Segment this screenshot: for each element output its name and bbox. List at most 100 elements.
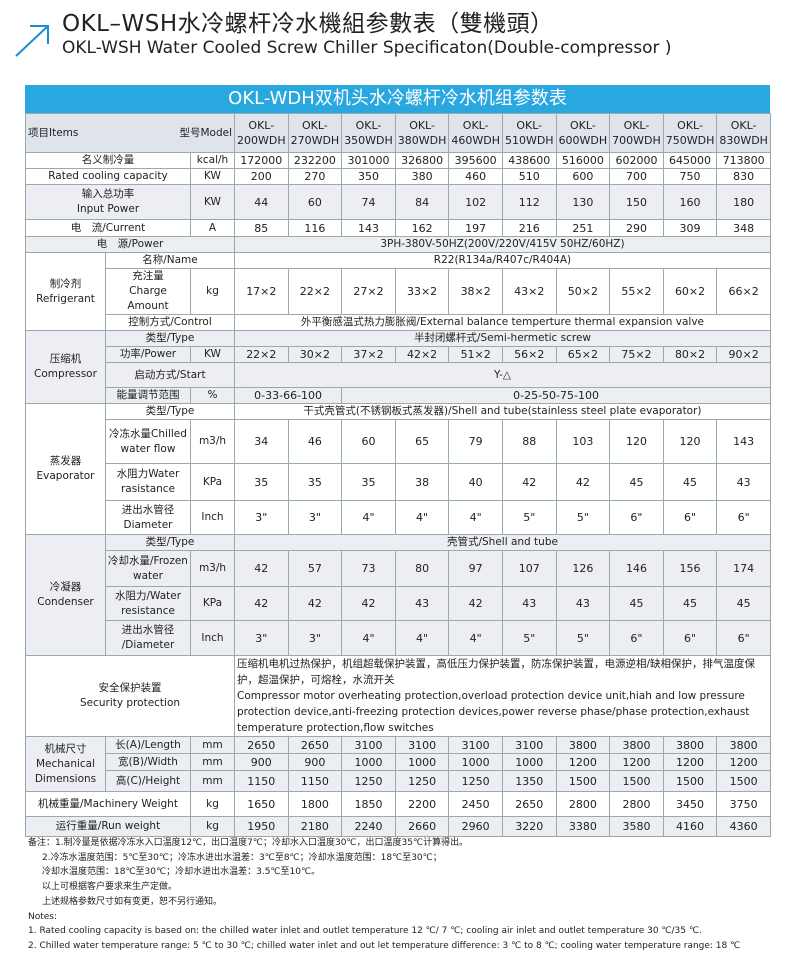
value-cell: 2650 [287,736,343,754]
value-cell: 130 [555,184,611,220]
value-cell: 45 [609,463,664,501]
model-name: OKL- 460WDH [448,113,503,153]
row-label: 冷却水量/Frozen water [105,550,191,587]
value-cell: 6" [609,620,664,656]
text-line: Security protection [79,697,181,709]
value-cell: 3580 [609,816,664,837]
value-cell: 35 [234,463,289,501]
value-cell: 60 [341,419,396,464]
row-label: 功率/Power [105,346,191,363]
value-cell: 3100 [341,736,396,754]
model-line: OKL- [248,119,275,132]
value-cell: 380 [394,168,450,185]
title-en: OKL-WSH Water Cooled Screw Chiller Speci… [62,38,672,58]
text-line: 进出水管径 [121,503,175,516]
value-cell: 120 [609,419,664,464]
value-cell: 180 [716,184,771,220]
text-line: 压缩机 [49,353,82,365]
value-cell: 1000 [501,753,557,771]
note-cn: 上述规格参数尺寸如有变更，恕不另行通知。 [42,896,223,907]
value-cell: 1250 [448,770,503,792]
value-cell: 3" [234,620,289,656]
value-cell: 2200 [394,791,450,817]
value-cell: 22×2 [287,268,343,315]
value-cell: 42 [555,463,611,501]
value-cell: 172000 [234,152,289,169]
note-cn: 冷却水温度范围：18℃至30℃；冷却水进出水温差：3.5℃至10℃。 [42,867,321,878]
row-label: 水阻力Water rasistance [105,463,191,501]
spec-table-wrap: OKL-WDH双机头水冷螺杆冷水机组参数表 项目Items 型号Model OKL-… [25,85,771,837]
table-row: 冷冻水量Chilled water flow m3/h 34 46 60 65 79 88 10… [26,419,771,464]
group-label: 蒸发器 Evaporator [25,403,106,535]
value-cell: 42 [234,550,289,587]
table-row: 控制方式/Control 外平衡感温式热力膨胀阀/External balance… [26,314,771,331]
model-line: 700WDH [612,134,661,147]
value-cell: 1200 [609,753,664,771]
value-cell: 6" [662,620,718,656]
value-cell: 4360 [716,816,771,837]
table-row: 压缩机 Compressor 类型/Type 半封闭螺杆式/Semi-hermetic… [25,330,771,404]
value-cell: 1200 [555,753,611,771]
value-cell: 3800 [716,736,771,754]
text-line: Mechanical [35,757,96,770]
value-cell: 79 [448,419,503,464]
value-cell: 42 [501,463,557,501]
value-cell: 348 [716,219,771,237]
value-cell: 1950 [234,816,289,837]
value-cell: 645000 [662,152,718,169]
range-cell: 0-25-50-75-100 [341,387,771,404]
value-cell: 107 [501,550,557,587]
value-cell: 1350 [501,770,557,792]
value-cell: 3100 [501,736,557,754]
unit: m3/h [190,419,235,464]
span-cell: 壳管式/Shell and tube [234,534,771,551]
span-cell: 半封闭螺杆式/Semi-hermetic screw [234,330,771,347]
text-line: 压缩机电机过热保护，机组超载保护装置，高低压力保护装置，防冻保护装置，电源逆相/… [237,658,756,686]
value-cell: 3220 [501,816,557,837]
value-cell: 84 [394,184,450,220]
text-line: 制冷剂 [49,277,82,290]
value-cell: 1500 [716,770,771,792]
value-cell: 43 [394,586,450,621]
model-name: OKL- 750WDH [662,113,718,153]
value-cell: 3800 [662,736,718,754]
value-cell: 80×2 [662,346,718,363]
note-cn: 2.冷冻水温度范围：5℃至30℃；冷冻水进出水温差：3℃至8℃；冷却水温度范围：… [42,852,442,863]
span-cell: Y-△ [234,362,771,388]
value-cell: 510 [501,168,557,185]
value-cell: 37×2 [341,346,396,363]
text-line: Charge Amount [127,285,169,312]
text-line: Compressor [34,368,97,380]
value-cell: 65 [394,419,450,464]
value-cell: 90×2 [716,346,771,363]
text-line: Diameter [123,518,173,531]
value-cell: 55×2 [609,268,664,315]
value-cell: 6" [716,620,771,656]
table-row: 输入总功率 Input Power KW 44 60 74 84 102 112 130 150 16… [25,184,771,220]
text-line: Refrigerant [36,292,95,305]
value-cell: 42 [341,586,396,621]
model-line: 750WDH [665,134,715,147]
value-cell: 2800 [609,791,664,817]
note-cn: 以上可根据客户要求来生产定做。 [42,882,178,893]
value-cell: 4" [341,620,396,656]
value-cell: 301000 [341,152,396,169]
model-name: OKL- 830WDH [716,113,771,153]
text-line: 进出水管径 [121,624,175,636]
unit: Inch [190,500,235,535]
value-cell: 38 [394,463,450,501]
value-cell: 44 [234,184,289,220]
value-cell: 46 [287,419,343,464]
model-line: 270WDH [290,134,340,147]
value-cell: 112 [501,184,557,220]
table-row: 电 源/Power 3PH-380V-50HZ(200V/220V/415V 50… [25,236,771,253]
text-line: Compressor motor overheating protection,… [237,690,750,734]
value-cell: 2800 [555,791,611,817]
model-name: OKL- 700WDH [609,113,664,153]
value-cell: 1200 [716,753,771,771]
range-cell: 0-33-66-100 [233,387,343,404]
text-line: 冷凝器 [49,581,82,593]
value-cell: 1000 [448,753,503,771]
value-cell: 57 [287,550,343,587]
